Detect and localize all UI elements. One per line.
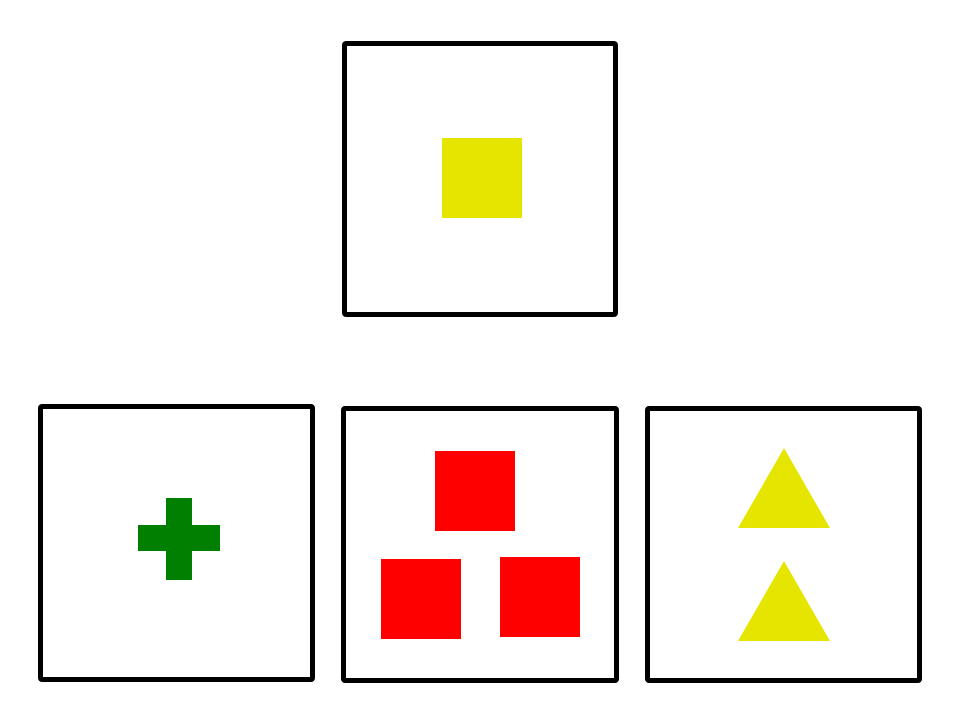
green-cross-bar xyxy=(138,525,220,551)
yellow-triangle-icon xyxy=(738,561,830,641)
option-card-c[interactable] xyxy=(645,406,922,683)
yellow-square-icon xyxy=(442,138,522,218)
red-square-icon xyxy=(435,451,515,531)
option-card-b[interactable] xyxy=(341,406,619,683)
red-square-icon xyxy=(381,559,461,639)
yellow-triangle-icon xyxy=(738,448,830,528)
option-card-a[interactable] xyxy=(38,404,315,682)
target-card xyxy=(342,41,618,317)
red-square-icon xyxy=(500,557,580,637)
